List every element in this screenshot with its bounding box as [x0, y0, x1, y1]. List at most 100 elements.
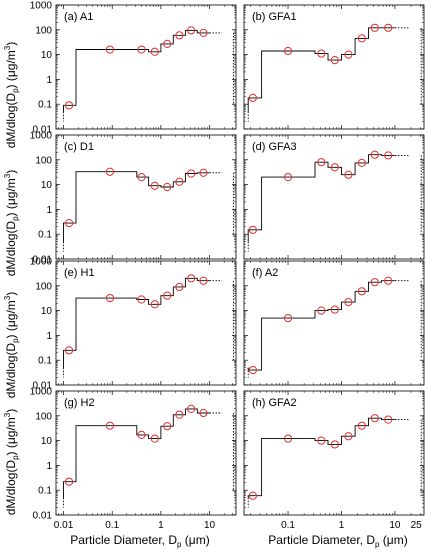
data-marker	[187, 274, 196, 283]
data-marker	[248, 365, 257, 375]
data-marker	[175, 177, 184, 186]
y-tick-label: 100	[35, 25, 52, 36]
y-tick-label: 0.01	[33, 125, 53, 136]
data-marker	[187, 169, 196, 178]
data-marker	[317, 158, 326, 167]
panel-title: (f) A2	[252, 267, 278, 279]
panel-frame	[243, 4, 425, 130]
panel-title: (c) D1	[64, 141, 94, 153]
size-distribution-tail	[394, 154, 422, 233]
size-distribution-step	[247, 417, 395, 498]
data-marker	[330, 163, 339, 172]
size-distribution-step	[247, 280, 395, 371]
y-tick-label: 0.1	[38, 356, 52, 367]
data-marker	[384, 151, 393, 160]
size-distribution-tail	[209, 32, 234, 106]
y-tick-label: 1	[46, 205, 52, 216]
data-marker	[317, 49, 326, 58]
data-marker	[317, 436, 326, 445]
data-marker	[370, 150, 379, 159]
panel-frame	[55, 390, 237, 516]
y-tick-label: 1000	[30, 1, 53, 12]
size-distribution-tail	[209, 412, 234, 492]
y-tick-label: 1	[46, 331, 52, 342]
data-marker	[283, 46, 293, 56]
data-marker	[357, 158, 366, 167]
data-marker	[64, 101, 74, 110]
panels-group: 0.01 0.1 1 10 100 1000 (a) A1 (b) GFA1 0.01 0.1 1 1…	[30, 1, 425, 531]
data-marker	[175, 282, 184, 292]
x-tick-label: 0.1	[281, 520, 295, 531]
x-axis-label-left: Particle Diameter, Dp (μm)	[70, 533, 209, 549]
panel-2: (b) GFA1	[243, 4, 425, 130]
y-tick-label: 1000	[30, 131, 53, 142]
x-tick-label: 10	[204, 520, 216, 531]
y-axis-label-row4: dM/dlog(Dp) (μg/m3)	[3, 409, 20, 516]
y-tick-label: 0.1	[38, 486, 52, 497]
panel-3: 0.01 0.1 1 10 100 1000 (c) D1	[30, 131, 237, 266]
x-tick-label: 0.01	[54, 520, 74, 531]
x-tick-label: 0.1	[105, 520, 119, 531]
data-marker	[317, 306, 326, 315]
size-distribution-step	[63, 277, 210, 368]
data-marker	[105, 293, 115, 303]
data-marker	[175, 31, 184, 40]
x-tick-label: 1	[339, 520, 345, 531]
data-marker	[357, 34, 366, 43]
size-distribution-tail	[394, 419, 422, 498]
panel-6: (f) A2	[243, 260, 425, 386]
size-distribution-step	[63, 29, 210, 112]
data-marker	[163, 291, 172, 300]
panel-frame	[243, 390, 425, 516]
data-marker	[330, 56, 339, 65]
data-marker	[64, 477, 74, 486]
data-marker	[344, 298, 353, 307]
x-axis-label-right: Particle Diameter, Dp (μm)	[268, 533, 407, 549]
data-marker	[248, 93, 257, 102]
size-distribution-tail	[209, 280, 234, 361]
size-distribution-step	[63, 171, 210, 242]
y-tick-label: 0.01	[33, 255, 53, 266]
data-marker	[199, 408, 208, 418]
data-marker	[64, 219, 74, 228]
x-tick-label: 1	[158, 520, 164, 531]
panel-title: (d) GFA3	[252, 141, 297, 153]
y-axis-label-row1: dM/dlog(Dp) (μg/m3)	[3, 42, 20, 149]
y-tick-label: 10	[41, 50, 53, 61]
data-marker	[344, 432, 353, 441]
size-distribution-tail	[394, 280, 422, 359]
panel-frame	[243, 134, 425, 260]
data-marker	[105, 421, 115, 430]
panel-5: 0.01 0.1 1 10 100 1000 (e) H1	[30, 257, 237, 392]
data-marker	[344, 170, 353, 179]
data-marker	[150, 434, 159, 443]
x-tick-label: 10	[389, 520, 401, 531]
data-marker	[283, 313, 293, 323]
y-tick-label: 0.01	[33, 381, 53, 392]
data-marker	[150, 181, 159, 190]
panel-7: 0.01 0.1 1 10 100 1000 0.01 0.1 1 10 (g) H2	[30, 387, 237, 531]
data-marker	[199, 168, 208, 177]
panel-frame	[243, 260, 425, 386]
data-marker	[330, 440, 339, 449]
panel-4: (d) GFA3	[243, 134, 425, 260]
data-marker	[64, 346, 74, 355]
data-marker	[137, 295, 146, 304]
y-tick-label: 0.1	[38, 230, 52, 241]
data-marker	[357, 421, 366, 430]
data-marker	[370, 414, 379, 423]
size-distribution-step	[63, 408, 210, 498]
y-tick-label: 10	[41, 306, 53, 317]
data-marker	[248, 491, 257, 500]
data-marker	[283, 434, 293, 443]
size-distribution-tail	[394, 27, 422, 105]
data-marker	[105, 167, 115, 176]
y-axis-label-row3: dM/dlog(Dp) (μg/m3)	[3, 292, 20, 399]
size-distribution-tail	[209, 172, 234, 237]
data-marker	[199, 28, 208, 37]
data-marker	[150, 47, 159, 56]
size-distribution-step	[247, 27, 395, 112]
data-marker	[330, 305, 339, 314]
x-tick-label: 25	[411, 520, 423, 531]
